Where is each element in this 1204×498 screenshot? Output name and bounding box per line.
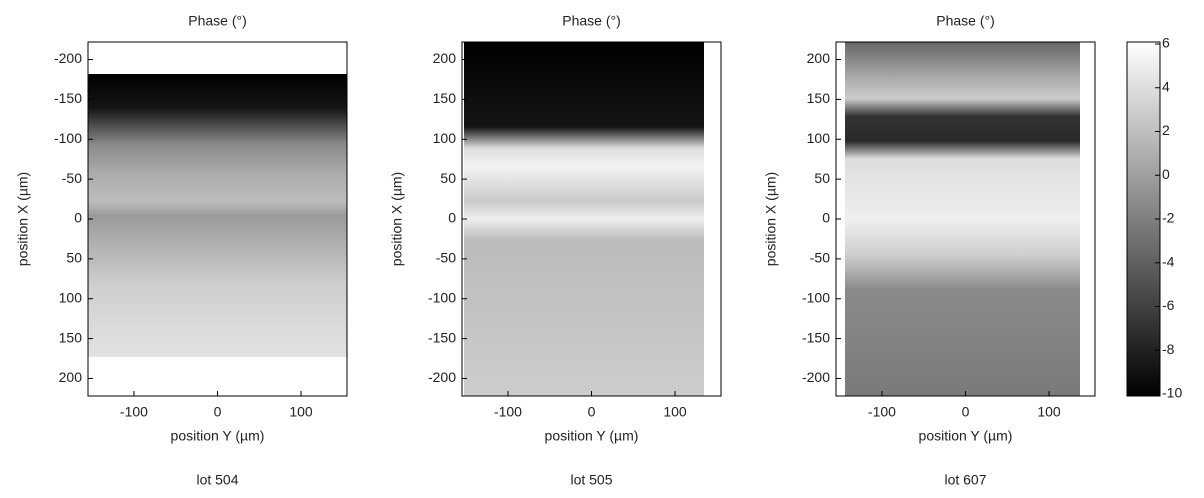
colorbar-tick-label: -2 [1162,210,1175,226]
x-tick-label: 100 [1037,404,1061,420]
y-tick-label: -150 [54,90,82,106]
x-tick-label: 100 [663,404,687,420]
y-tick-label: -100 [428,289,456,305]
y-tick-label: 50 [440,170,456,186]
x-tick-label: 0 [214,404,222,420]
colorbar-tick-label: 0 [1162,166,1170,182]
y-tick-label: -200 [54,50,82,66]
panel-caption: lot 504 [196,472,238,488]
colorbar-tick-label: -10 [1162,385,1182,401]
x-tick-label: -100 [494,404,522,420]
y-axis-label: position X (µm) [763,172,779,266]
y-tick-label: -50 [436,250,456,266]
y-tick-label: 50 [814,170,830,186]
panel-caption: lot 607 [944,472,986,488]
panel-title: Phase (°) [562,13,621,29]
y-tick-label: 0 [822,210,830,226]
x-tick-label: -100 [868,404,896,420]
y-tick-label: 200 [807,50,831,66]
panel-caption: lot 505 [570,472,612,488]
y-tick-label: -150 [802,329,830,345]
y-tick-label: 100 [59,289,83,305]
panel-title: Phase (°) [188,13,247,29]
y-tick-label: 50 [66,250,82,266]
y-tick-label: 150 [807,90,831,106]
panel-title: Phase (°) [936,13,995,29]
y-tick-label: -100 [802,289,830,305]
y-tick-label: -50 [62,170,82,186]
y-tick-label: 100 [433,130,457,146]
x-tick-label: 0 [588,404,596,420]
y-tick-label: -100 [54,130,82,146]
y-tick-label: 100 [807,130,831,146]
y-tick-label: 150 [433,90,457,106]
y-tick-label: -200 [802,369,830,385]
y-tick-label: 0 [448,210,456,226]
y-tick-label: -200 [428,369,456,385]
colorbar [1126,41,1161,397]
y-tick-label: -50 [810,250,830,266]
x-tick-label: 100 [289,404,313,420]
x-axis-label: position Y (µm) [919,428,1013,444]
colorbar-tick-label: 4 [1162,78,1170,94]
phase-image [464,42,704,396]
x-tick-label: -100 [120,404,148,420]
y-axis-label: position X (µm) [15,172,31,266]
y-axis-label: position X (µm) [389,172,405,266]
y-tick-label: 150 [59,329,83,345]
y-tick-label: -150 [428,329,456,345]
x-axis-label: position Y (µm) [171,428,265,444]
y-tick-label: 200 [433,50,457,66]
colorbar-tick-label: -8 [1162,341,1175,357]
colorbar-tick-label: 6 [1162,35,1170,51]
phase-image [88,74,347,357]
y-tick-label: 0 [74,210,82,226]
phase-image [845,42,1080,396]
colorbar-tick-label: -6 [1162,297,1175,313]
colorbar-tick-label: -4 [1162,253,1175,269]
x-tick-label: 0 [962,404,970,420]
y-tick-label: 200 [59,369,83,385]
colorbar-tick-label: 2 [1162,122,1170,138]
x-axis-label: position Y (µm) [545,428,639,444]
